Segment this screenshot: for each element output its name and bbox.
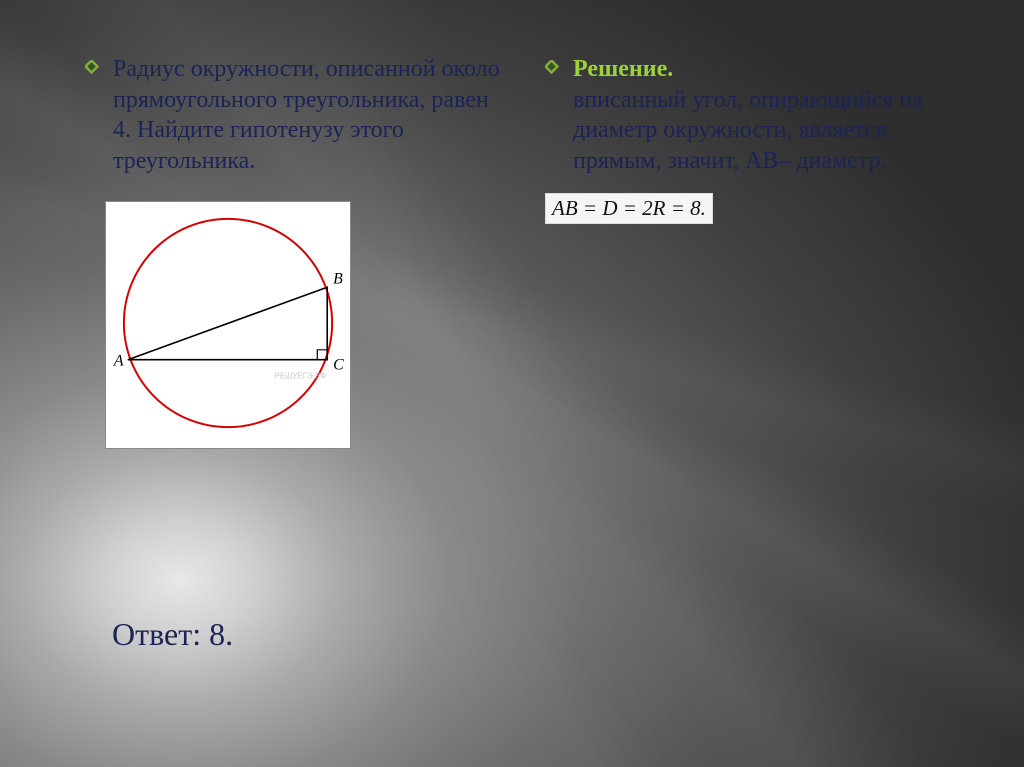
solution-block: Решение. вписанный угол, опирающийся на … [545,54,965,177]
answer-value: 8. [209,616,233,652]
vertex-label-b: B [333,270,343,287]
vertex-label-a: A [113,353,124,370]
solution-formula: AB = D = 2R = 8. [545,193,713,224]
problem-block: Радиус окружности, описанной около прямо… [85,54,505,177]
solution-column: Решение. вписанный угол, опирающийся на … [545,54,965,224]
triangle-in-circle-figure: A B C РЕШУЕГЭ.РФ [105,201,351,449]
solution-text: вписанный угол, опирающийся на диаметр о… [573,87,923,174]
answer-line: Ответ: 8. [112,616,233,653]
vertex-label-c: C [333,357,344,374]
problem-column: Радиус окружности, описанной около прямо… [85,54,505,449]
answer-label: Ответ: [112,616,201,652]
figure-watermark: РЕШУЕГЭ.РФ [275,371,327,380]
problem-text: Радиус окружности, описанной около прямо… [113,54,505,177]
solution-paragraph: Решение. вписанный угол, опирающийся на … [573,54,965,177]
bullet-icon [545,60,559,74]
solution-title: Решение. [573,56,673,82]
bullet-icon [85,60,99,74]
